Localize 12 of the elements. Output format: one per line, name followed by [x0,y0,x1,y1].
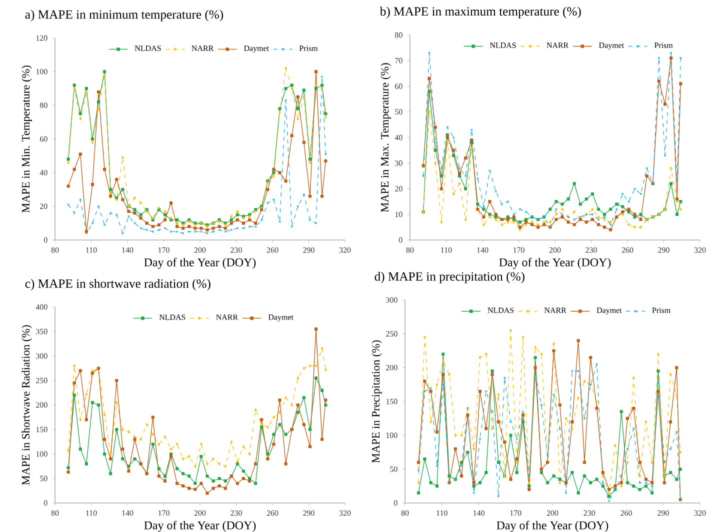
y-axis-title: MAPE in Min. Temperature (%) [22,66,32,213]
x-axis-title: Day of the Year (DOY) [499,258,611,269]
x-axis-title: Day of the Year (DOY) [144,520,256,532]
chart-title: b) MAPE in maximum temperature (%) [380,6,581,18]
x-axis-title: Day of the Year (DOY) [496,520,608,532]
y-axis-title: MAPE in Max. Temperature (%) [380,63,391,212]
chart-title: a) MAPE in minimum temperature (%) [25,10,224,22]
x-axis-title: Day of the Year (DOY) [144,258,256,269]
chart-title: d) MAPE in precipitation (%) [374,272,524,284]
chart-title: c) MAPE in shortwave radiation (%) [25,278,210,290]
y-axis-title: MAPE in Precipitation (%) [372,340,382,463]
y-axis-title: MAPE in Shortwave Radiation (%) [22,325,32,485]
